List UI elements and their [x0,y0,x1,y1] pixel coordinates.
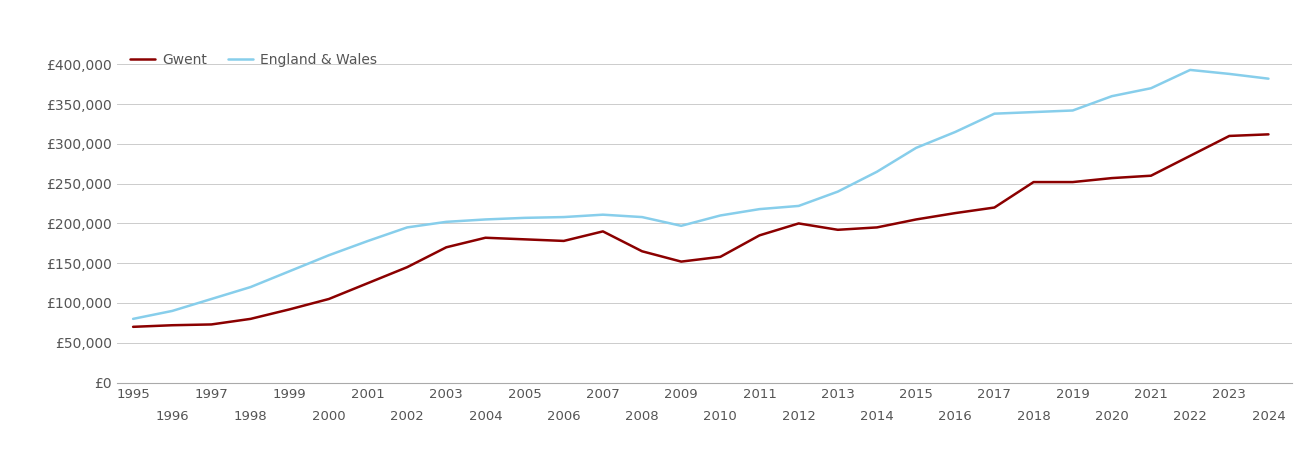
England & Wales [125,316,141,322]
Legend: Gwent, England & Wales: Gwent, England & Wales [124,47,382,72]
Gwent [1104,176,1120,181]
Gwent [791,221,806,226]
Gwent [869,225,885,230]
Gwent [204,322,219,327]
England & Wales [204,296,219,302]
Gwent [908,217,924,222]
England & Wales [987,111,1002,117]
Gwent [947,211,963,216]
England & Wales [438,219,454,225]
Gwent [752,233,767,238]
England & Wales [908,145,924,151]
Gwent [438,245,454,250]
England & Wales [517,215,532,220]
England & Wales [1261,76,1276,81]
England & Wales [164,308,180,314]
Gwent [399,265,415,270]
England & Wales [595,212,611,217]
Gwent [987,205,1002,210]
England & Wales [673,223,689,229]
England & Wales [321,252,337,258]
Gwent [673,259,689,264]
England & Wales [752,207,767,212]
England & Wales [1026,109,1041,115]
England & Wales [869,169,885,175]
Gwent [517,237,532,242]
Gwent [556,238,572,243]
Gwent [595,229,611,234]
England & Wales [399,225,415,230]
England & Wales [360,238,376,243]
England & Wales [1104,94,1120,99]
England & Wales [634,214,650,220]
England & Wales [556,214,572,220]
England & Wales [947,129,963,135]
England & Wales [1065,108,1081,113]
Gwent [830,227,846,233]
Gwent [1065,180,1081,185]
England & Wales [791,203,806,209]
England & Wales [243,284,258,290]
Gwent [321,296,337,302]
Gwent [1182,153,1198,158]
Gwent [164,323,180,328]
England & Wales [1182,67,1198,72]
Gwent [243,316,258,322]
Gwent [1026,180,1041,185]
Gwent [713,254,728,260]
Gwent [634,248,650,254]
England & Wales [282,269,298,274]
Line: Gwent: Gwent [133,135,1268,327]
England & Wales [1221,71,1237,76]
Gwent [360,280,376,286]
Line: England & Wales: England & Wales [133,70,1268,319]
Gwent [282,306,298,312]
Gwent [1261,132,1276,137]
England & Wales [478,217,493,222]
Gwent [478,235,493,240]
Gwent [1143,173,1159,178]
Gwent [1221,133,1237,139]
England & Wales [1143,86,1159,91]
England & Wales [830,189,846,194]
England & Wales [713,213,728,218]
Gwent [125,324,141,329]
